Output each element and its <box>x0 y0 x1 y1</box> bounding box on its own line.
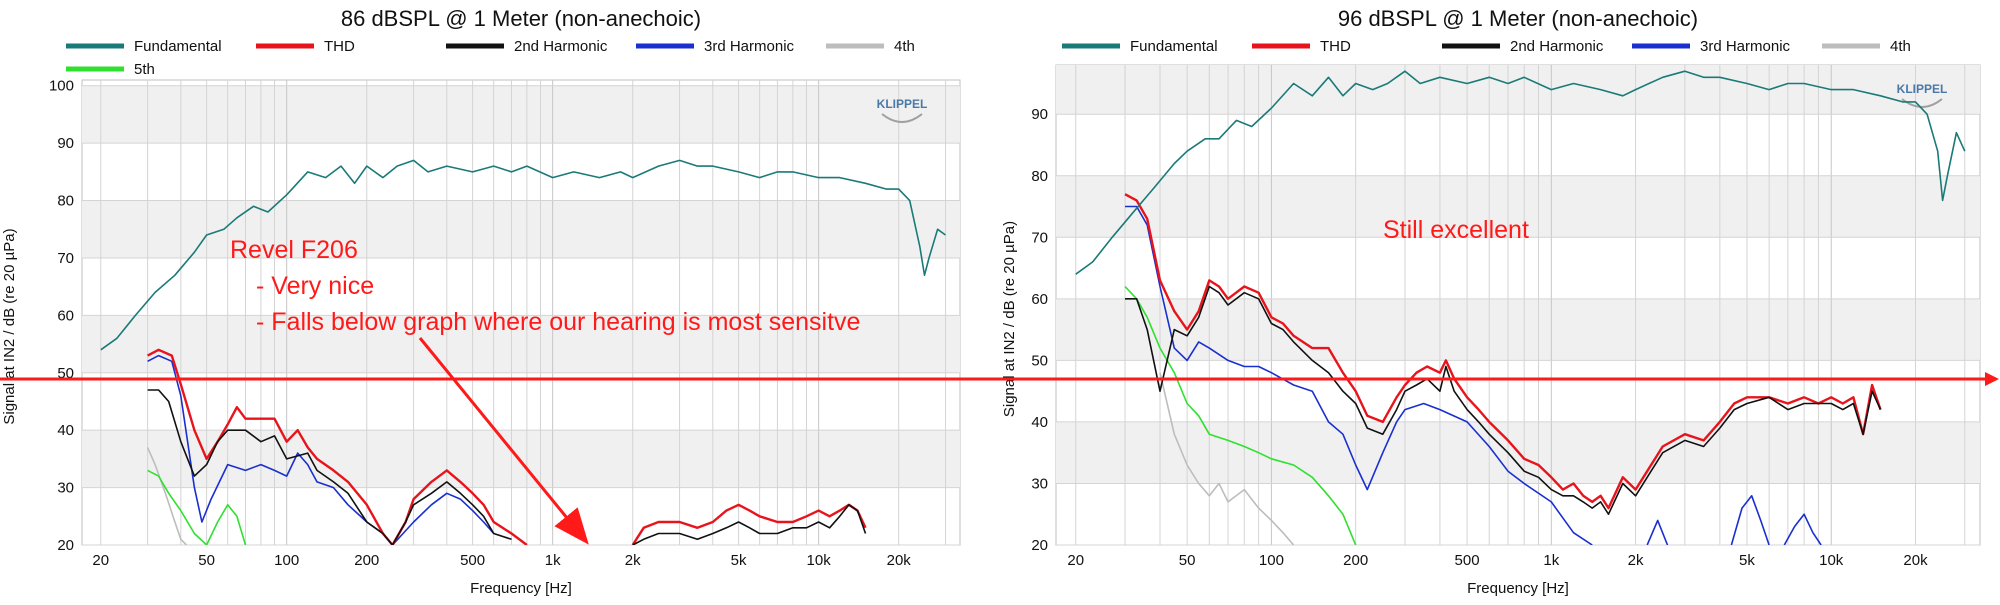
chart-title: 86 dBSPL @ 1 Meter (non-anechoic) <box>341 6 701 31</box>
annotation-right: Still excellent <box>1383 216 1529 244</box>
y-tick-label: 70 <box>57 250 74 267</box>
series-line-fundamental <box>1075 70 1966 275</box>
x-tick-label: 200 <box>1343 552 1368 569</box>
y-tick-label: 70 <box>1031 229 1048 246</box>
legend-label-fundamental: Fundamental <box>134 38 222 55</box>
series-line-h4 <box>146 447 188 545</box>
series-line-h4 <box>1159 372 1295 545</box>
annotation-line-2: - Falls below graph where our hearing is… <box>256 308 860 336</box>
x-tick-label: 500 <box>460 552 485 569</box>
series-line-h3 <box>1730 495 1770 545</box>
y-tick-label: 20 <box>57 537 74 554</box>
series-line-h5 <box>1124 285 1357 545</box>
x-tick-label: 200 <box>354 552 379 569</box>
y-tick-label: 100 <box>49 78 74 95</box>
logo-swoosh <box>881 113 923 123</box>
y-tick-label: 90 <box>1031 106 1048 123</box>
logo-text: KLIPPEL <box>877 97 928 111</box>
y-tick-label: 40 <box>57 422 74 439</box>
series-line-h3 <box>1783 513 1822 545</box>
y-tick-label: 50 <box>1031 352 1048 369</box>
y-tick-label: 80 <box>57 193 74 210</box>
series-line-h2 <box>632 504 867 545</box>
y-axis-label: Signal at IN2 / dB (re 20 µPa) <box>1 228 18 424</box>
legend-label-h2: 2nd Harmonic <box>514 38 608 55</box>
grid-band <box>1056 298 1980 361</box>
x-tick-label: 50 <box>198 552 215 569</box>
grid-band <box>82 85 960 144</box>
y-tick-label: 30 <box>1031 475 1048 492</box>
legend-label-h3: 3rd Harmonic <box>704 38 795 55</box>
klippel-logo: KLIPPEL <box>877 97 928 123</box>
x-tick-label: 1k <box>1543 552 1559 569</box>
y-tick-label: 60 <box>57 307 74 324</box>
legend-label-fundamental: Fundamental <box>1130 38 1218 55</box>
legend-label-thd: THD <box>1320 38 1351 55</box>
threshold-arrowhead <box>1985 372 1999 386</box>
series-line-h3 <box>147 354 495 545</box>
chart-panel-2: 96 dBSPL @ 1 Meter (non-anechoic) Fundame… <box>1001 6 1981 597</box>
series-group <box>1075 70 1966 545</box>
series-line-h5 <box>147 469 247 545</box>
legend-label-h5: 5th <box>134 61 155 78</box>
x-tick-label: 2k <box>1628 552 1644 569</box>
x-tick-label: 20k <box>1903 552 1928 569</box>
x-axis-label: Frequency [Hz] <box>1467 580 1569 597</box>
x-tick-label: 20k <box>887 552 912 569</box>
grid-band <box>82 200 960 258</box>
y-tick-label: 80 <box>1031 168 1048 185</box>
legend-label-thd: THD <box>324 38 355 55</box>
annotation-line-1: - Very nice <box>256 272 374 300</box>
chart-panel-1: 86 dBSPL @ 1 Meter (non-anechoic) Fundame… <box>1 6 961 597</box>
series-line-h2 <box>147 389 512 545</box>
series-group <box>100 159 946 545</box>
y-tick-label: 60 <box>1031 291 1048 308</box>
grid-band <box>1056 65 1980 115</box>
x-tick-label: 500 <box>1455 552 1480 569</box>
legend-label-h4: 4th <box>1890 38 1911 55</box>
x-tick-label: 2k <box>625 552 641 569</box>
x-tick-label: 100 <box>274 552 299 569</box>
series-line-thd <box>147 348 528 545</box>
series-line-h3 <box>1125 205 1593 545</box>
x-tick-label: 10k <box>807 552 832 569</box>
series-line-h2 <box>1125 285 1882 515</box>
grid-band <box>1056 175 1980 238</box>
x-tick-label: 5k <box>1739 552 1755 569</box>
chart-title: 96 dBSPL @ 1 Meter (non-anechoic) <box>1338 6 1698 31</box>
x-tick-label: 5k <box>731 552 747 569</box>
annotation-arrow <box>418 337 589 545</box>
x-tick-label: 20 <box>92 552 109 569</box>
y-tick-label: 30 <box>57 480 74 497</box>
series-line-h3 <box>1646 519 1669 545</box>
y-axis-label: Signal at IN2 / dB (re 20 µPa) <box>1001 221 1018 417</box>
series-line-thd <box>631 503 867 545</box>
logo-text: KLIPPEL <box>1897 82 1948 96</box>
annotation-title: Revel F206 <box>230 236 358 264</box>
x-tick-label: 100 <box>1259 552 1284 569</box>
y-tick-label: 90 <box>57 135 74 152</box>
x-axis-label: Frequency [Hz] <box>470 580 572 597</box>
legend-label-h3: 3rd Harmonic <box>1700 38 1791 55</box>
series-line-thd <box>1124 193 1882 510</box>
x-tick-label: 50 <box>1179 552 1196 569</box>
legend-label-h4: 4th <box>894 38 915 55</box>
legend-label-h2: 2nd Harmonic <box>1510 38 1604 55</box>
y-tick-label: 20 <box>1031 537 1048 554</box>
x-tick-label: 1k <box>545 552 561 569</box>
series-line-fundamental <box>100 159 946 351</box>
x-tick-label: 10k <box>1819 552 1844 569</box>
y-tick-label: 40 <box>1031 414 1048 431</box>
x-tick-label: 20 <box>1067 552 1084 569</box>
grid-band <box>82 430 960 488</box>
grid-band <box>82 315 960 373</box>
